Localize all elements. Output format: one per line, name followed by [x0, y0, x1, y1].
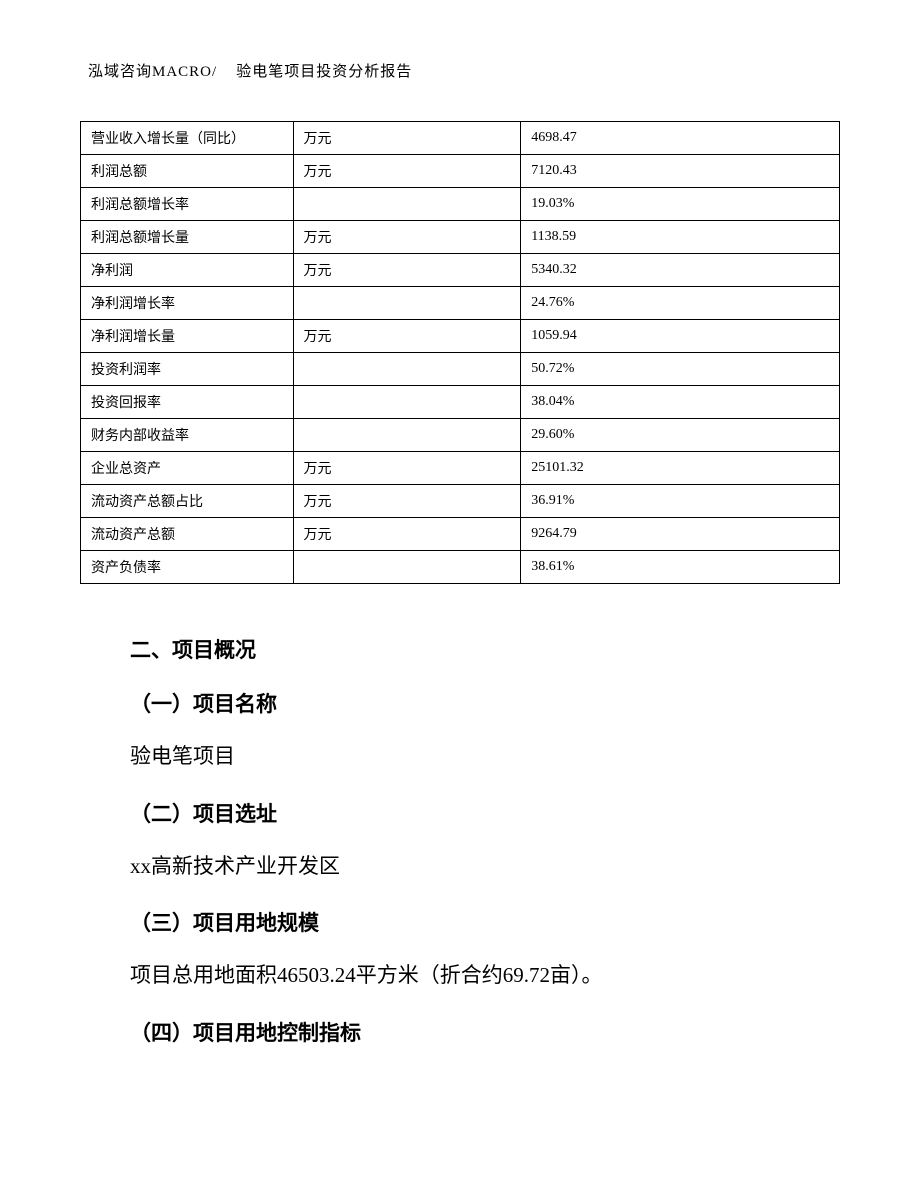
cell-unit [293, 551, 521, 584]
cell-unit: 万元 [293, 155, 521, 188]
cell-value: 50.72% [521, 353, 840, 386]
cell-label: 资产负债率 [81, 551, 294, 584]
table-row: 投资利润率 50.72% [81, 353, 840, 386]
subsection-4-title: （四）项目用地控制指标 [130, 1017, 800, 1047]
cell-value: 9264.79 [521, 518, 840, 551]
subsection-1-text: 验电笔项目 [130, 740, 800, 774]
cell-label: 净利润增长量 [81, 320, 294, 353]
table-row: 利润总额增长量 万元 1138.59 [81, 221, 840, 254]
cell-value: 25101.32 [521, 452, 840, 485]
cell-label: 企业总资产 [81, 452, 294, 485]
table-row: 流动资产总额占比 万元 36.91% [81, 485, 840, 518]
cell-value: 1059.94 [521, 320, 840, 353]
cell-unit [293, 188, 521, 221]
table-row: 净利润增长率 24.76% [81, 287, 840, 320]
subsection-2-text: xx高新技术产业开发区 [130, 850, 800, 884]
cell-label: 投资利润率 [81, 353, 294, 386]
table-row: 企业总资产 万元 25101.32 [81, 452, 840, 485]
cell-label: 净利润 [81, 254, 294, 287]
table-row: 净利润 万元 5340.32 [81, 254, 840, 287]
cell-value: 24.76% [521, 287, 840, 320]
cell-label: 利润总额 [81, 155, 294, 188]
cell-unit: 万元 [293, 485, 521, 518]
table-row: 利润总额 万元 7120.43 [81, 155, 840, 188]
table-row: 利润总额增长率 19.03% [81, 188, 840, 221]
cell-label: 流动资产总额 [81, 518, 294, 551]
table-row: 投资回报率 38.04% [81, 386, 840, 419]
cell-unit: 万元 [293, 518, 521, 551]
cell-unit: 万元 [293, 320, 521, 353]
cell-value: 7120.43 [521, 155, 840, 188]
cell-label: 净利润增长率 [81, 287, 294, 320]
cell-value: 38.61% [521, 551, 840, 584]
cell-label: 利润总额增长率 [81, 188, 294, 221]
cell-label: 财务内部收益率 [81, 419, 294, 452]
cell-unit [293, 419, 521, 452]
cell-value: 4698.47 [521, 122, 840, 155]
table-row: 流动资产总额 万元 9264.79 [81, 518, 840, 551]
page-header: 泓域咨询MACRO/ 验电笔项目投资分析报告 [88, 60, 840, 81]
header-left: 泓域咨询MACRO/ [88, 64, 217, 80]
page: 泓域咨询MACRO/ 验电笔项目投资分析报告 营业收入增长量（同比） 万元 46… [0, 0, 920, 1191]
cell-label: 利润总额增长量 [81, 221, 294, 254]
cell-unit: 万元 [293, 254, 521, 287]
cell-value: 36.91% [521, 485, 840, 518]
cell-unit: 万元 [293, 452, 521, 485]
cell-unit [293, 287, 521, 320]
cell-value: 5340.32 [521, 254, 840, 287]
cell-value: 38.04% [521, 386, 840, 419]
table-row: 资产负债率 38.61% [81, 551, 840, 584]
finance-table: 营业收入增长量（同比） 万元 4698.47 利润总额 万元 7120.43 利… [80, 121, 840, 584]
cell-unit [293, 353, 521, 386]
section-2-title: 二、项目概况 [130, 634, 800, 664]
cell-label: 投资回报率 [81, 386, 294, 419]
cell-unit: 万元 [293, 122, 521, 155]
table-row: 营业收入增长量（同比） 万元 4698.47 [81, 122, 840, 155]
table-row: 财务内部收益率 29.60% [81, 419, 840, 452]
cell-value: 19.03% [521, 188, 840, 221]
cell-value: 1138.59 [521, 221, 840, 254]
subsection-1-title: （一）项目名称 [130, 688, 800, 718]
subsection-2-title: （二）项目选址 [130, 798, 800, 828]
header-right: 验电笔项目投资分析报告 [236, 64, 412, 80]
cell-unit: 万元 [293, 221, 521, 254]
body-text: 二、项目概况 （一）项目名称 验电笔项目 （二）项目选址 xx高新技术产业开发区… [80, 634, 840, 1047]
cell-label: 营业收入增长量（同比） [81, 122, 294, 155]
subsection-3-text: 项目总用地面积46503.24平方米（折合约69.72亩）。 [130, 959, 800, 993]
table-row: 净利润增长量 万元 1059.94 [81, 320, 840, 353]
subsection-3-title: （三）项目用地规模 [130, 907, 800, 937]
cell-unit [293, 386, 521, 419]
cell-value: 29.60% [521, 419, 840, 452]
cell-label: 流动资产总额占比 [81, 485, 294, 518]
